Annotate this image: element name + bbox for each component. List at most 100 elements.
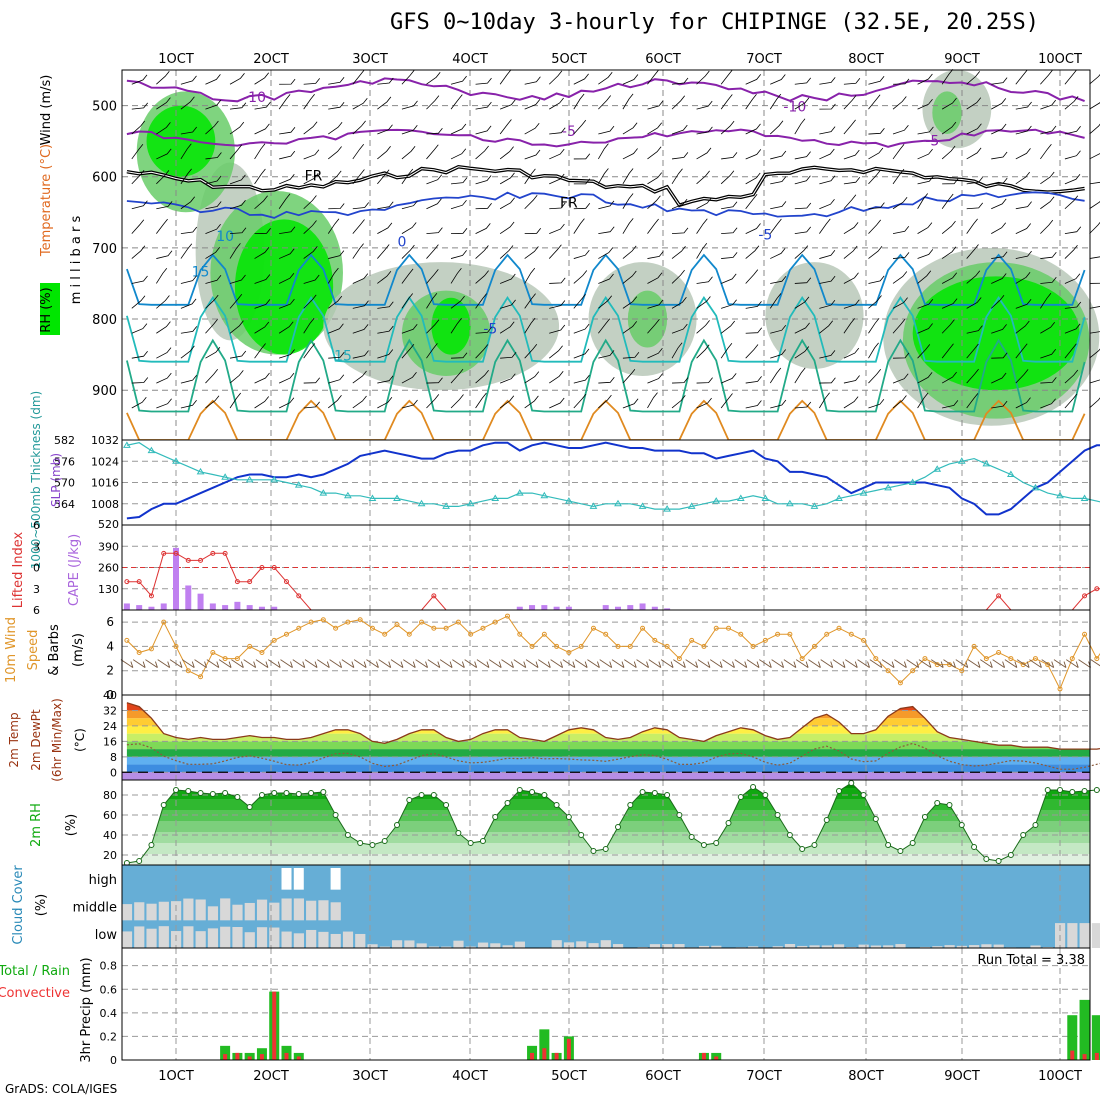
convective-bar xyxy=(542,1048,547,1060)
wind-barb-10m xyxy=(231,659,244,668)
wind-barb xyxy=(205,120,219,135)
wind-speed-marker xyxy=(910,668,916,674)
wind-speed-marker xyxy=(247,643,253,649)
wind-barb-10m xyxy=(734,659,748,668)
wind-barb xyxy=(917,298,934,309)
thickness-marker xyxy=(417,499,426,507)
cloud-low-bar xyxy=(748,946,759,948)
rh-marker xyxy=(639,789,646,795)
date-label-top: 5OCT xyxy=(551,52,587,67)
cloud-low-bar xyxy=(919,946,931,948)
wind-barb xyxy=(721,299,737,309)
cloud-low-bar xyxy=(944,945,955,948)
rh-tick-label: 60 xyxy=(103,809,117,822)
wind-barb xyxy=(843,194,857,210)
wind-barb-10m xyxy=(390,659,404,668)
wind-barb-10m xyxy=(587,659,600,668)
wind-barb xyxy=(745,400,762,409)
cloud-mid-bar xyxy=(306,900,317,921)
wind-barb xyxy=(770,324,787,334)
wind-speed-marker xyxy=(750,643,756,649)
wind-speed-marker xyxy=(590,625,596,631)
wind-barb xyxy=(917,176,934,185)
cape-bar xyxy=(516,606,523,610)
wind-barb xyxy=(843,347,860,359)
wind-barb xyxy=(1089,153,1100,160)
wind-barb xyxy=(401,70,415,85)
cloud-low-bar xyxy=(416,943,427,948)
rh-marker xyxy=(418,792,425,798)
wind-barb xyxy=(401,168,414,185)
cloud-mid-bar xyxy=(134,902,145,921)
cape-tick-label: 390 xyxy=(98,540,119,553)
wind-barb xyxy=(352,350,369,359)
wind-barb xyxy=(229,320,244,334)
cloud-low-bar xyxy=(649,944,661,948)
rh-marker xyxy=(995,858,1002,864)
cape-bar xyxy=(271,606,278,610)
wind-speed-marker xyxy=(811,643,817,649)
cloud-ylabel-1: Cloud Cover xyxy=(11,865,26,945)
wind-barb xyxy=(794,245,809,259)
li-marker xyxy=(136,579,142,585)
wind-barb xyxy=(671,152,689,160)
wind-barb xyxy=(278,174,295,185)
cloud-low-bar xyxy=(772,946,783,948)
rh-marker xyxy=(799,846,806,852)
wind-barb xyxy=(205,247,221,259)
wind-barb xyxy=(229,174,246,185)
cloud-low-bar xyxy=(1030,945,1041,948)
wind-barb xyxy=(868,398,885,409)
date-label-top: 8OCT xyxy=(848,52,884,67)
wind-barb-10m xyxy=(218,659,232,668)
wind-barb xyxy=(721,152,738,160)
convective-bar xyxy=(1070,1050,1075,1060)
rh-marker xyxy=(271,790,278,796)
thickness-ylabel: 1000~500mb Thickness (dm) xyxy=(29,391,43,569)
wind-barb xyxy=(205,175,222,185)
thickness-marker xyxy=(786,499,794,507)
wind-barb xyxy=(131,245,146,259)
wind-barb xyxy=(352,300,369,309)
date-label-bottom: 6OCT xyxy=(645,1069,681,1084)
wind-barb-10m xyxy=(132,659,146,668)
rh-tick-label: 40 xyxy=(103,829,117,842)
wind-barb xyxy=(794,277,812,284)
wind-barb xyxy=(131,219,145,234)
wind-speed-marker xyxy=(566,650,572,655)
wind-barb xyxy=(229,200,246,210)
rh-marker xyxy=(1044,787,1051,793)
wind-barb xyxy=(647,373,663,384)
temp-tick-label: 8 xyxy=(110,751,117,764)
wind-barb xyxy=(647,122,663,135)
wind-barb xyxy=(721,252,738,259)
wind-barb xyxy=(1015,69,1028,85)
wind-barb xyxy=(769,293,782,309)
wind-barb xyxy=(205,152,222,160)
wind-barb xyxy=(696,100,713,110)
wind-speed-marker xyxy=(922,656,928,662)
cape-bar xyxy=(246,605,253,610)
wind-barb xyxy=(819,392,830,409)
rh-marker xyxy=(934,800,941,806)
rh-shading-region xyxy=(234,219,334,355)
wind-barb xyxy=(1040,349,1057,359)
wind-barb xyxy=(696,243,708,259)
wind-ylabel-4: (m/s) xyxy=(71,633,86,667)
date-label-bottom: 7OCT xyxy=(746,1069,782,1084)
cloud-high-bar xyxy=(293,868,304,890)
cloud-row-label: middle xyxy=(73,901,117,916)
date-label-top: 4OCT xyxy=(452,52,488,67)
wind-barb xyxy=(598,125,615,135)
cloud-mid-bar xyxy=(195,899,206,921)
cloud-low-bar xyxy=(146,928,157,948)
wind-barb xyxy=(671,227,689,235)
precip-ylabel: 3hr Precip (mm) xyxy=(79,957,94,1062)
wind-barb xyxy=(991,98,1007,110)
thickness-marker xyxy=(245,475,254,483)
wind-barb xyxy=(548,345,563,359)
dewpoint-line xyxy=(126,742,1100,770)
wind-barb-10m xyxy=(795,659,809,668)
wind-speed-marker xyxy=(873,656,879,662)
li-marker xyxy=(247,579,253,585)
